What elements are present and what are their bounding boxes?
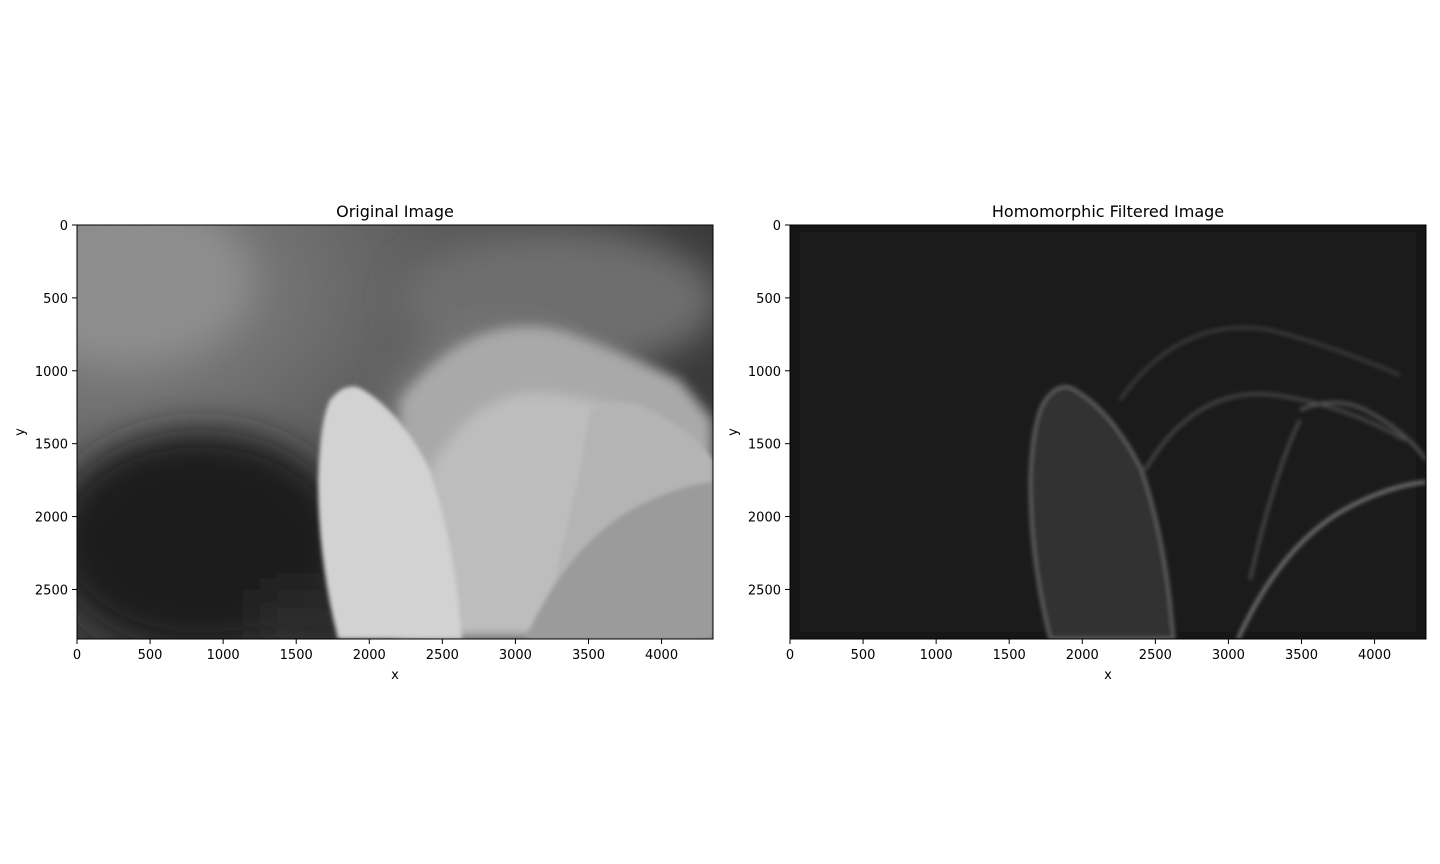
x-tick-label: 3500 — [1285, 648, 1318, 663]
image-filtered — [790, 225, 1426, 639]
x-tick-label: 0 — [786, 648, 794, 663]
image-original — [77, 225, 713, 639]
x-tick-label: 2000 — [1066, 648, 1099, 663]
x-tick-label: 3500 — [572, 648, 605, 663]
y-axis-label: y — [726, 428, 741, 436]
y-tick-label: 1000 — [35, 365, 68, 380]
panel-original: Original Image 0 500 1000 1500 2000 2500 3000 3 — [13, 202, 714, 683]
x-tick-label: 4000 — [645, 648, 678, 663]
y-tick-label: 2000 — [35, 511, 68, 526]
y-tick-label: 500 — [43, 292, 68, 307]
x-axis-label: x — [391, 668, 399, 683]
y-tick-label: 2500 — [35, 583, 68, 598]
x-tick-label: 2500 — [426, 648, 459, 663]
chart-title: Homomorphic Filtered Image — [992, 202, 1224, 221]
y-tick-label: 1500 — [35, 438, 68, 453]
x-tick-label: 3000 — [499, 648, 532, 663]
x-tick-label: 4000 — [1358, 648, 1391, 663]
x-tick-label: 1000 — [920, 648, 953, 663]
y-tick-label: 0 — [773, 219, 781, 234]
x-tick-label: 500 — [851, 648, 876, 663]
y-tick-label: 500 — [756, 292, 781, 307]
axes-filtered: 0 500 1000 1500 2000 2500 3000 3500 4000 0 500 1000… — [748, 219, 1391, 663]
chart-title: Original Image — [336, 202, 454, 221]
x-tick-label: 2000 — [353, 648, 386, 663]
x-tick-label: 2500 — [1139, 648, 1172, 663]
x-tick-label: 500 — [138, 648, 163, 663]
x-tick-label: 1500 — [280, 648, 313, 663]
x-tick-label: 1500 — [993, 648, 1026, 663]
x-tick-label: 0 — [73, 648, 81, 663]
y-axis-label: y — [13, 428, 28, 436]
y-tick-label: 1500 — [748, 438, 781, 453]
x-tick-label: 1000 — [207, 648, 240, 663]
axes-original: 0 500 1000 1500 2000 2500 3000 3500 4000 0 500 1000… — [35, 219, 678, 663]
y-tick-label: 1000 — [748, 365, 781, 380]
y-tick-label: 2000 — [748, 511, 781, 526]
panel-filtered: Homomorphic Filtered Image 0 500 1000 1500 2… — [726, 202, 1427, 683]
y-tick-label: 2500 — [748, 583, 781, 598]
x-axis-label: x — [1104, 668, 1112, 683]
y-tick-label: 0 — [60, 219, 68, 234]
x-tick-label: 3000 — [1212, 648, 1245, 663]
